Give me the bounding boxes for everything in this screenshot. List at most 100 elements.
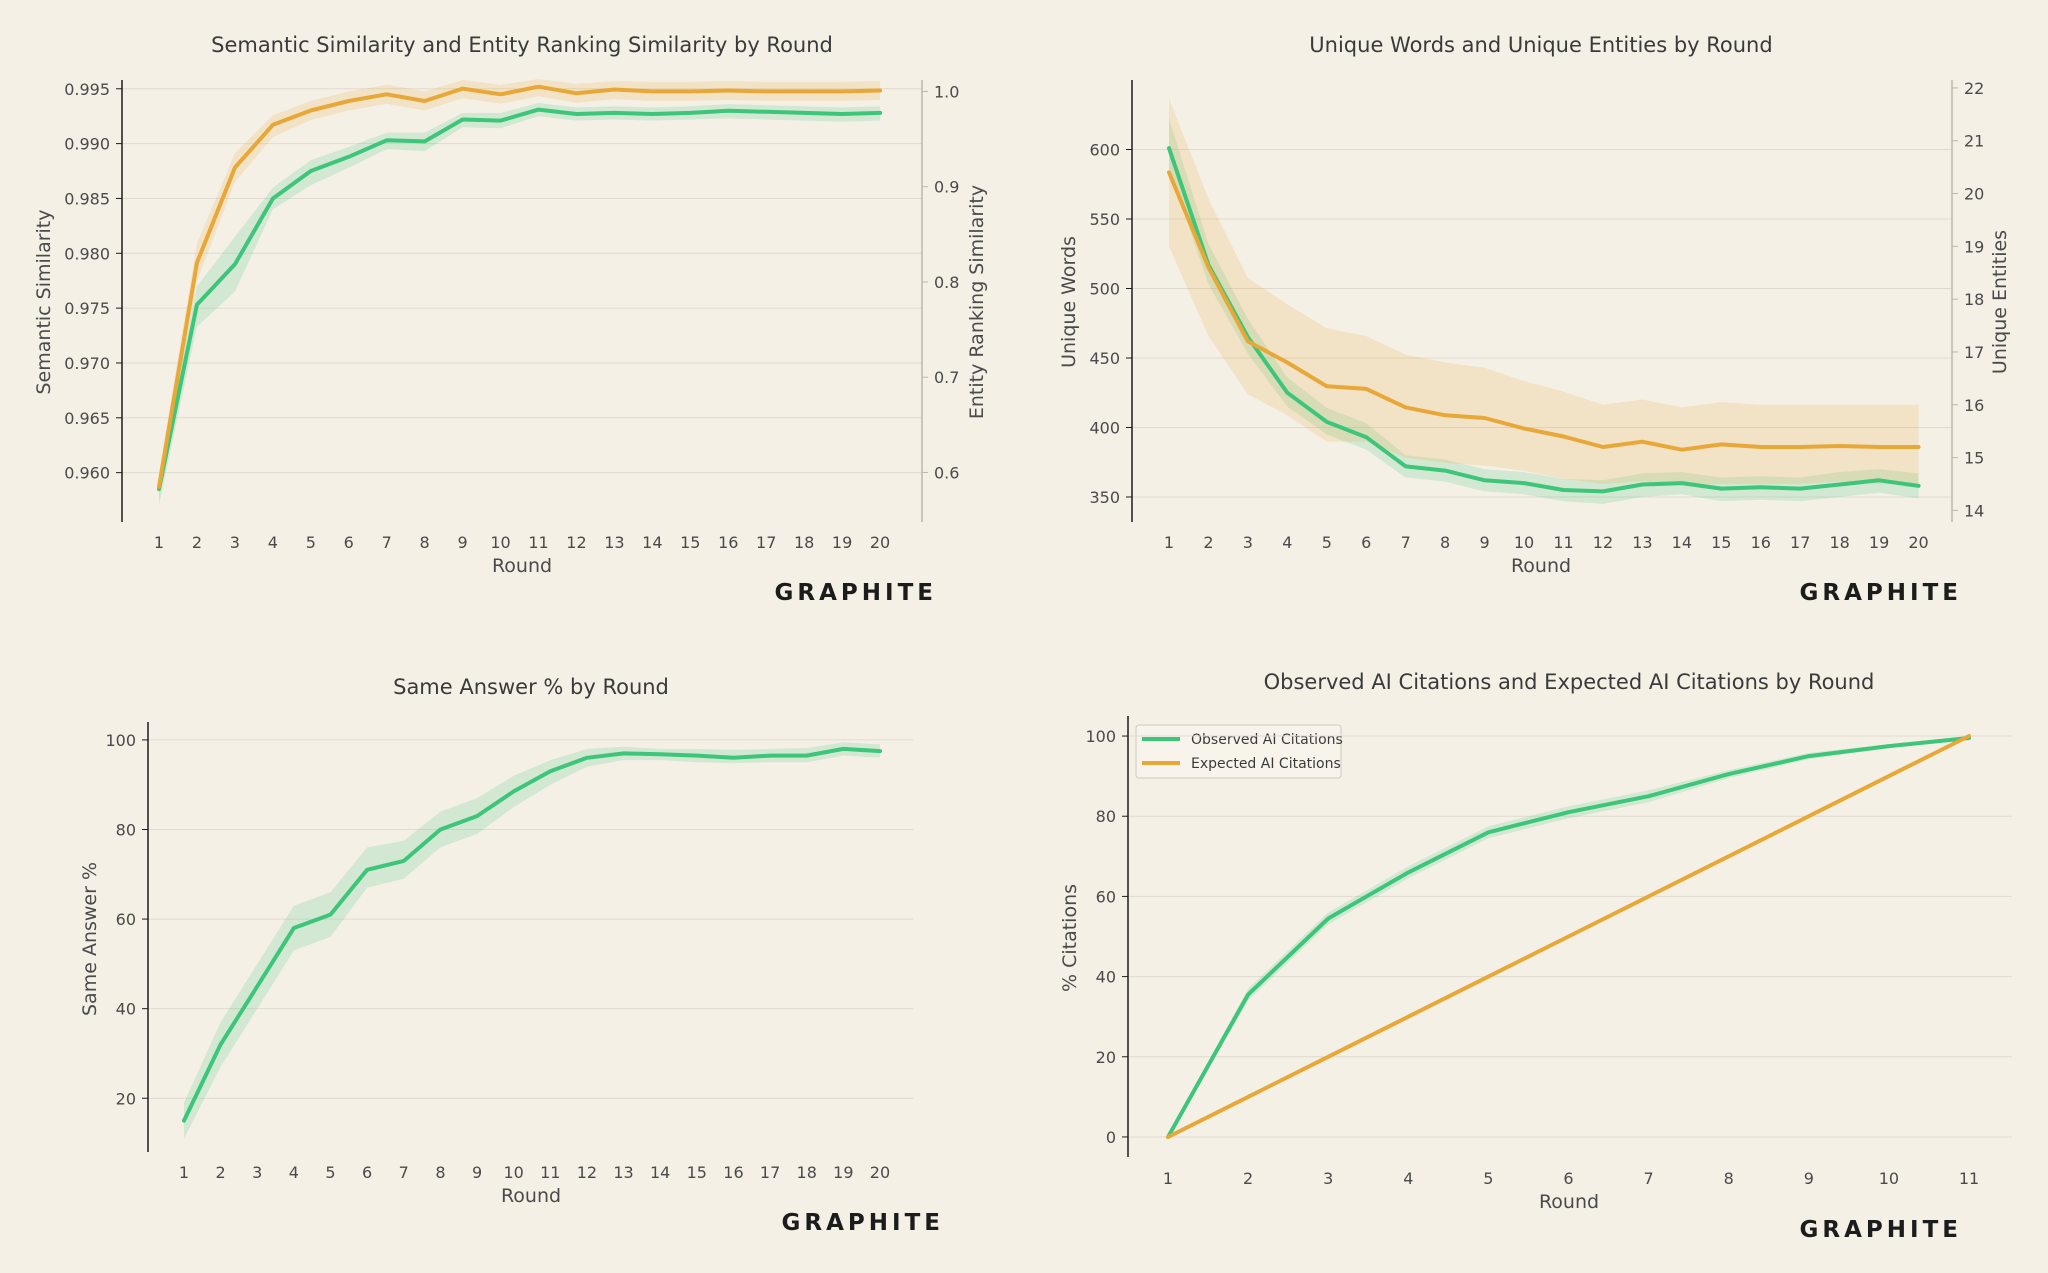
chart-title: Unique Words and Unique Entities by Roun… [1309, 33, 1772, 57]
brand-logo: GRAPHITE [1800, 580, 1962, 606]
x-tick-label: 4 [1282, 533, 1292, 552]
y-tick-label: 100 [1085, 727, 1116, 746]
y-right-tick-label: 16 [1964, 396, 1984, 415]
x-tick-label: 19 [833, 1163, 853, 1182]
x-tick-label: 10 [1514, 533, 1534, 552]
y-tick-label: 450 [1089, 349, 1120, 368]
y-tick-label: 0.970 [64, 354, 110, 373]
legend-box [1135, 724, 1342, 779]
x-tick-label: 5 [306, 533, 316, 552]
x-tick-label: 4 [289, 1163, 299, 1182]
series-line [1167, 170, 1921, 452]
x-axis-label: Round [501, 1185, 561, 1207]
x-tick-label: 1 [179, 1163, 189, 1182]
x-tick-label: 11 [1553, 533, 1573, 552]
x-tick-label: 11 [528, 533, 548, 552]
x-tick-label: 3 [230, 533, 240, 552]
x-tick-label: 8 [1440, 533, 1450, 552]
y-right-tick-label: 0.7 [934, 368, 959, 387]
legend-label: Observed AI Citations [1191, 732, 1343, 748]
y-tick-label: 350 [1089, 488, 1120, 507]
x-tick-label: 6 [344, 533, 354, 552]
x-tick-label: 10 [490, 533, 510, 552]
brand-logo: GRAPHITE [1800, 1217, 1962, 1243]
x-tick-label: 18 [794, 533, 814, 552]
x-tick-label: 12 [566, 533, 586, 552]
y-right-tick-label: 20 [1964, 185, 1984, 204]
y-right-tick-label: 18 [1964, 290, 1984, 309]
x-tick-label: 11 [1959, 1169, 1979, 1188]
brand-logo: GRAPHITE [782, 1210, 944, 1236]
brand-logo: GRAPHITE [775, 580, 937, 606]
x-tick-label: 5 [325, 1163, 335, 1182]
y-tick-label: 0 [1106, 1128, 1116, 1147]
x-tick-label: 20 [1908, 533, 1928, 552]
y-tick-label: 0.975 [64, 299, 110, 318]
x-tick-label: 15 [1711, 533, 1731, 552]
x-tick-label: 10 [503, 1163, 523, 1182]
x-axis-label: Round [1511, 555, 1571, 577]
chart-legend: Observed AI Citations Expected AI Citati… [1135, 724, 1343, 779]
x-tick-label: 8 [420, 533, 430, 552]
x-tick-label: 13 [613, 1163, 633, 1182]
y-tick-label: 0.985 [64, 189, 110, 208]
y-tick-label: 400 [1089, 418, 1120, 437]
y-right-tick-label: 21 [1964, 132, 1984, 151]
y-right-tick-label: 0.8 [934, 273, 959, 292]
x-tick-label: 19 [832, 533, 852, 552]
chart-semantic: 0.9600.9650.9700.9750.9800.9850.9900.995… [64, 79, 959, 552]
x-tick-label: 9 [1804, 1169, 1814, 1188]
y-right-tick-label: 0.9 [934, 178, 959, 197]
x-axis-label: Round [1539, 1191, 1599, 1213]
x-tick-label: 6 [1361, 533, 1371, 552]
x-tick-label: 9 [472, 1163, 482, 1182]
x-tick-label: 9 [458, 533, 468, 552]
y-tick-label: 0.960 [64, 464, 110, 483]
x-tick-label: 2 [1203, 533, 1213, 552]
y-right-tick-label: 22 [1964, 79, 1984, 98]
x-tick-label: 4 [268, 533, 278, 552]
series-line [1167, 146, 1921, 494]
x-tick-label: 16 [1751, 533, 1771, 552]
x-tick-label: 4 [1403, 1169, 1413, 1188]
x-tick-label: 7 [399, 1163, 409, 1182]
y-right-tick-label: 0.6 [934, 463, 959, 482]
left-axis-label: Same Answer % [79, 862, 101, 1016]
series-line [157, 84, 883, 489]
x-tick-label: 1 [154, 533, 164, 552]
x-tick-label: 13 [604, 533, 624, 552]
x-tick-label: 20 [870, 533, 890, 552]
x-tick-label: 11 [540, 1163, 560, 1182]
x-tick-label: 2 [192, 533, 202, 552]
legend-label: Expected AI Citations [1191, 756, 1341, 772]
right-axis-label: Unique Entities [1989, 230, 2011, 374]
y-tick-label: 40 [1096, 968, 1116, 987]
x-tick-label: 8 [1724, 1169, 1734, 1188]
y-right-tick-label: 15 [1964, 449, 1984, 468]
chart-title: Observed AI Citations and Expected AI Ci… [1264, 670, 1875, 694]
y-right-tick-label: 14 [1964, 501, 1984, 520]
y-tick-label: 20 [1096, 1048, 1116, 1067]
y-tick-label: 550 [1089, 210, 1120, 229]
x-tick-label: 18 [1829, 533, 1849, 552]
right-axis-label: Entity Ranking Similarity [966, 185, 988, 419]
y-tick-label: 600 [1089, 140, 1120, 159]
y-right-tick-label: 1.0 [934, 82, 959, 101]
chart-marks: 0.9600.9650.9700.9750.9800.9850.9900.995… [64, 79, 2012, 1188]
left-axis-label: Unique Words [1058, 236, 1080, 368]
confidence-band [1168, 736, 1969, 1139]
y-tick-label: 20 [116, 1089, 136, 1108]
x-tick-label: 1 [1164, 533, 1174, 552]
x-tick-label: 15 [680, 533, 700, 552]
x-tick-label: 19 [1869, 533, 1889, 552]
x-tick-label: 7 [1644, 1169, 1654, 1188]
x-tick-label: 12 [1593, 533, 1613, 552]
x-tick-label: 17 [1790, 533, 1810, 552]
x-tick-label: 8 [435, 1163, 445, 1182]
x-tick-label: 18 [797, 1163, 817, 1182]
y-tick-label: 0.995 [64, 80, 110, 99]
x-tick-label: 3 [1323, 1169, 1333, 1188]
series-line [157, 107, 883, 492]
x-tick-label: 2 [1243, 1169, 1253, 1188]
